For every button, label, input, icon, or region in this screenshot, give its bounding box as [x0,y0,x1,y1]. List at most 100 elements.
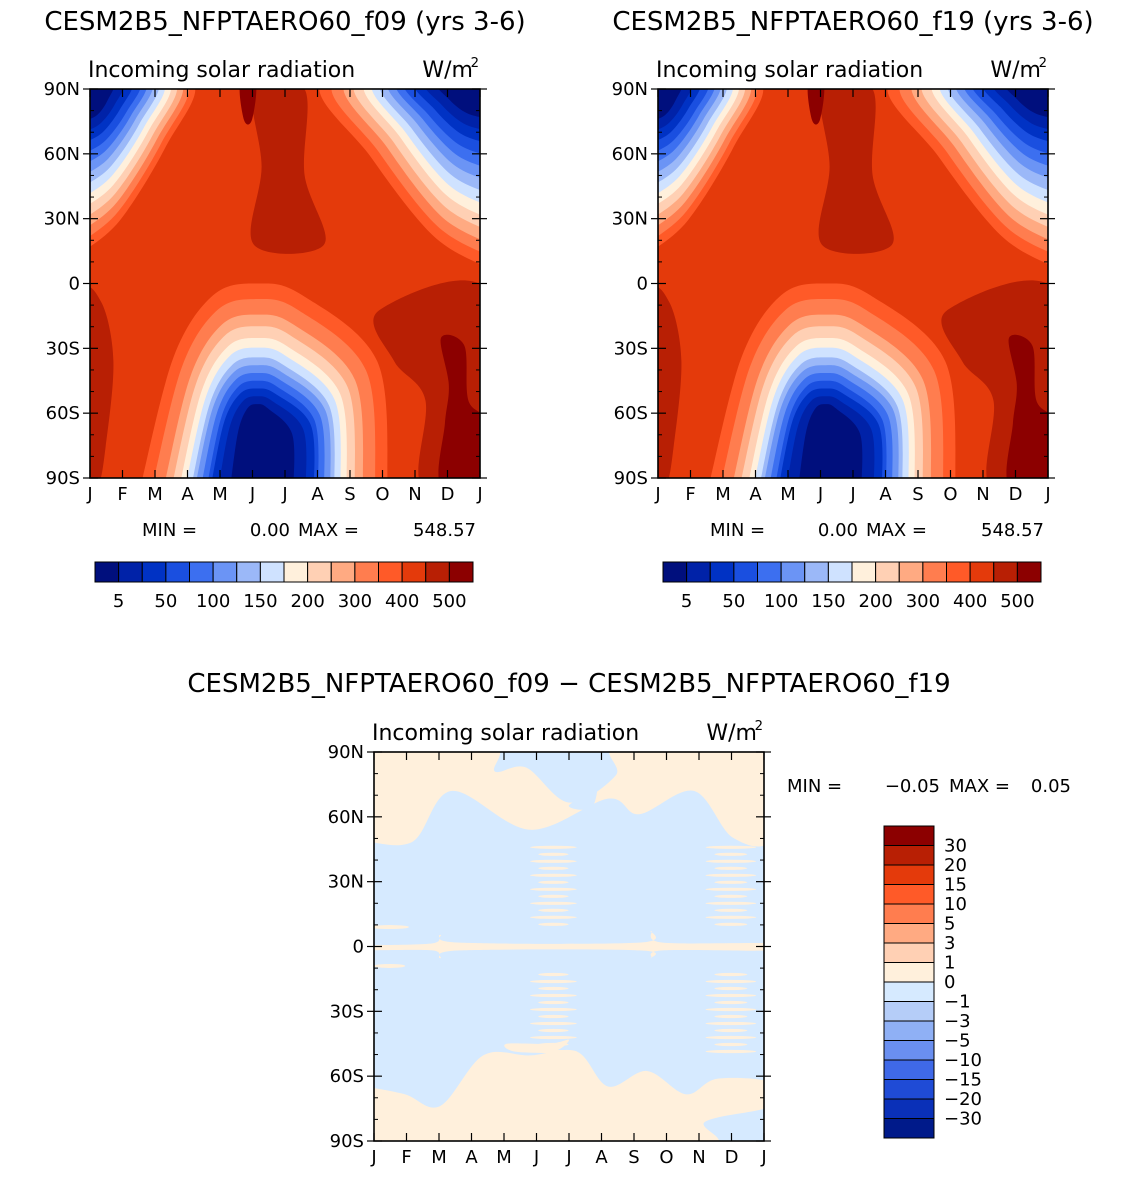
stat-min-value: −0.05 [885,776,940,797]
colorbar-swatch [993,561,1018,583]
diff-streak [374,925,410,930]
diff-streak [538,1000,569,1005]
stat-min-label: MIN = [787,776,842,797]
colorbar-swatch [875,561,900,583]
x-tick-label: N [408,484,421,505]
diff-negative-notch [568,752,606,810]
plot-frame [657,88,1049,479]
diff-streak [530,915,577,919]
colorbar-label: −30 [944,1109,982,1130]
colorbar-swatch [883,942,935,963]
panel-difference: CESM2B5_NFPTAERO60_f09 − CESM2B5_NFPTAER… [187,669,1071,1168]
colorbar-swatch [883,845,935,866]
diff-streak [714,1042,748,1047]
diff-streak [530,1049,577,1054]
colorbar-swatch [883,1118,935,1139]
colorbar-swatch [851,561,877,583]
diff-streak [705,859,757,863]
colorbar-swatch [922,561,947,583]
diff-streak [714,922,748,926]
colorbar-swatch [236,561,261,583]
x-tick-label: D [1009,484,1023,505]
colorbar-swatch [946,561,971,583]
x-tick-label: O [659,1147,673,1168]
x-tick-label: M [212,484,228,505]
panel-title: CESM2B5_NFPTAERO60_f09 (yrs 3-6) [44,7,525,37]
colorbar-label: 300 [906,591,940,612]
y-tick-label: 90S [330,1131,364,1152]
diff-streak [530,993,577,998]
y-tick-label: 90N [44,79,80,100]
colorbar-swatch [883,1040,935,1061]
x-tick-label: M [780,484,796,505]
colorbar-label: 10 [944,894,967,915]
colorbar-label: 3 [944,933,955,954]
diff-streak [538,1028,569,1033]
colorbar-swatch [259,561,285,583]
y-tick-label: 90N [328,742,364,763]
x-tick-label: J [817,484,823,505]
x-tick-label: J [1044,484,1050,505]
diff-streak [714,972,748,977]
nh-max-region [250,89,326,254]
diff-streak [705,979,757,984]
colorbar-swatch [141,561,167,583]
diff-streak [538,866,569,870]
x-tick-label: M [147,484,163,505]
diff-streak [538,852,569,856]
diff-streak [705,1035,757,1040]
x-tick-label: J [654,484,660,505]
colorbar-swatch [448,561,474,583]
diff-streak [538,972,569,977]
diff-positive-south [374,1049,764,1141]
colorbar-swatch [94,561,120,583]
units-text: W/m [706,721,757,746]
south-band [799,404,863,478]
colorbar-swatch [330,561,356,583]
diff-streak [538,922,569,926]
y-tick-label: 30S [614,338,648,359]
x-tick-label: J [849,484,855,505]
units-label: W/m [990,58,1041,83]
stat-max-label: MAX = [949,776,1010,797]
x-tick-label: F [117,484,127,505]
north-right-band [1006,89,1048,118]
subtitle-left: Incoming solar radiation [372,721,639,746]
diff-streak [714,852,748,856]
sh-max-left [90,287,114,478]
colorbar-label: 100 [764,591,798,612]
y-tick-label: 30S [46,338,80,359]
colorbar-swatch [283,561,309,583]
diff-streak [714,880,748,884]
colorbar-label: 30 [944,836,967,857]
plot-frame [89,88,481,479]
colorbar-swatch [425,561,450,583]
diff-streak [714,866,748,870]
diff-streak [530,901,577,905]
south-band [231,404,295,478]
units-superscript: 2 [471,56,479,71]
field-layers [90,89,480,478]
stat-max-value: 0.05 [1031,776,1071,797]
colorbar-swatch [118,561,143,583]
diff-streak [705,915,757,919]
panel-f09: CESM2B5_NFPTAERO60_f09 (yrs 3-6)J F M A M J J A… [44,7,526,612]
x-tick-label: J [370,1147,376,1168]
diff-positive-sliver [504,1039,570,1053]
y-tick-label: 60S [46,403,80,424]
colorbar-label: 20 [944,855,967,876]
sh-max-left [658,287,682,478]
diff-streak [530,1021,577,1026]
stat-min-label: MIN = [710,520,765,541]
colorbar-label: 5 [944,914,955,935]
units-text: W/m [990,58,1041,83]
panel-title: CESM2B5_NFPTAERO60_f09 − CESM2B5_NFPTAER… [187,669,950,699]
colorbar-label: −10 [944,1050,982,1071]
colorbar-swatch [883,1001,935,1022]
colorbar-label: 5 [681,591,692,612]
y-tick-label: 0 [353,937,364,958]
x-tick-label: A [311,484,324,505]
colorbar-label: 150 [811,591,845,612]
north-right-band [438,89,480,118]
